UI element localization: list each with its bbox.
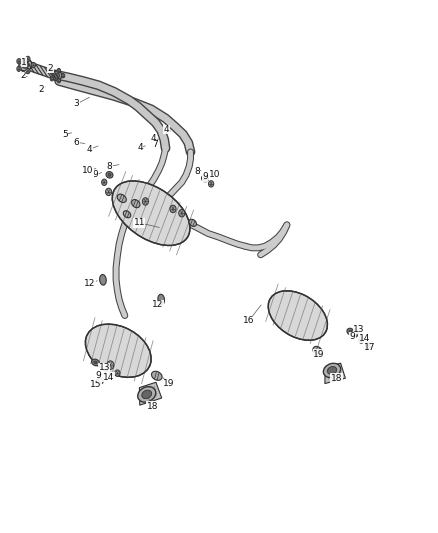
Circle shape (115, 370, 120, 376)
Text: 15: 15 (90, 381, 101, 389)
Ellipse shape (96, 378, 103, 384)
Text: 4: 4 (87, 145, 92, 154)
Text: 8: 8 (106, 162, 113, 171)
Ellipse shape (112, 181, 190, 246)
Ellipse shape (201, 175, 208, 182)
Text: 9: 9 (350, 333, 356, 341)
Ellipse shape (99, 274, 106, 285)
Text: 12: 12 (152, 301, 163, 309)
Ellipse shape (347, 328, 354, 335)
Text: 13: 13 (99, 364, 110, 372)
Text: 16: 16 (243, 317, 254, 325)
Text: 9: 9 (92, 171, 99, 179)
Text: 4: 4 (164, 125, 169, 134)
Circle shape (61, 74, 65, 78)
Circle shape (17, 66, 21, 71)
Ellipse shape (123, 211, 131, 218)
Text: 18: 18 (331, 374, 342, 383)
Circle shape (170, 205, 176, 213)
Text: 6: 6 (74, 138, 80, 147)
Ellipse shape (106, 172, 113, 178)
Ellipse shape (189, 219, 197, 227)
Circle shape (57, 79, 60, 83)
Polygon shape (325, 363, 346, 384)
Text: 10: 10 (209, 171, 220, 179)
Ellipse shape (327, 367, 337, 374)
Text: 3: 3 (74, 100, 80, 108)
Text: 13: 13 (353, 325, 365, 334)
Circle shape (106, 188, 112, 196)
Ellipse shape (349, 330, 352, 333)
Text: 8: 8 (194, 167, 200, 176)
Text: 17: 17 (364, 343, 376, 352)
Circle shape (179, 209, 185, 217)
Ellipse shape (54, 73, 60, 78)
Ellipse shape (203, 177, 207, 180)
Circle shape (107, 361, 114, 369)
Circle shape (57, 68, 60, 72)
Text: 7: 7 (152, 141, 159, 149)
Text: 11: 11 (134, 219, 145, 227)
Text: 19: 19 (163, 379, 174, 388)
Circle shape (365, 342, 371, 349)
Ellipse shape (313, 346, 322, 355)
Ellipse shape (117, 194, 126, 203)
Circle shape (359, 337, 364, 343)
Ellipse shape (131, 199, 140, 208)
Circle shape (26, 68, 30, 74)
Text: 14: 14 (359, 334, 370, 343)
Text: 4: 4 (151, 134, 156, 143)
Text: 9: 9 (202, 173, 208, 181)
Text: 18: 18 (147, 402, 158, 410)
Ellipse shape (268, 291, 328, 340)
Circle shape (142, 198, 148, 205)
Circle shape (17, 59, 21, 64)
Text: 5: 5 (62, 130, 68, 139)
Circle shape (50, 77, 54, 81)
Polygon shape (139, 382, 162, 405)
Text: 19: 19 (313, 350, 325, 359)
Text: 12: 12 (84, 279, 95, 288)
Ellipse shape (52, 71, 62, 80)
Text: 14: 14 (103, 373, 114, 382)
Text: 4: 4 (138, 143, 143, 152)
Circle shape (208, 181, 214, 187)
Circle shape (102, 179, 107, 185)
Text: 1: 1 (21, 58, 27, 67)
Ellipse shape (323, 364, 341, 377)
Circle shape (31, 62, 35, 68)
Ellipse shape (142, 390, 152, 399)
Ellipse shape (138, 386, 156, 402)
Text: 2: 2 (48, 64, 53, 72)
Ellipse shape (92, 359, 99, 366)
Circle shape (26, 56, 30, 62)
Text: 2: 2 (20, 71, 25, 80)
Ellipse shape (22, 62, 29, 68)
Text: 2: 2 (39, 85, 44, 94)
Ellipse shape (94, 361, 97, 364)
Ellipse shape (85, 324, 151, 377)
Text: 9: 9 (95, 372, 102, 380)
Ellipse shape (158, 294, 165, 305)
Ellipse shape (152, 371, 162, 381)
Ellipse shape (19, 59, 32, 71)
Circle shape (351, 329, 358, 337)
Text: 10: 10 (82, 166, 93, 175)
Ellipse shape (108, 173, 111, 176)
Circle shape (50, 70, 54, 75)
